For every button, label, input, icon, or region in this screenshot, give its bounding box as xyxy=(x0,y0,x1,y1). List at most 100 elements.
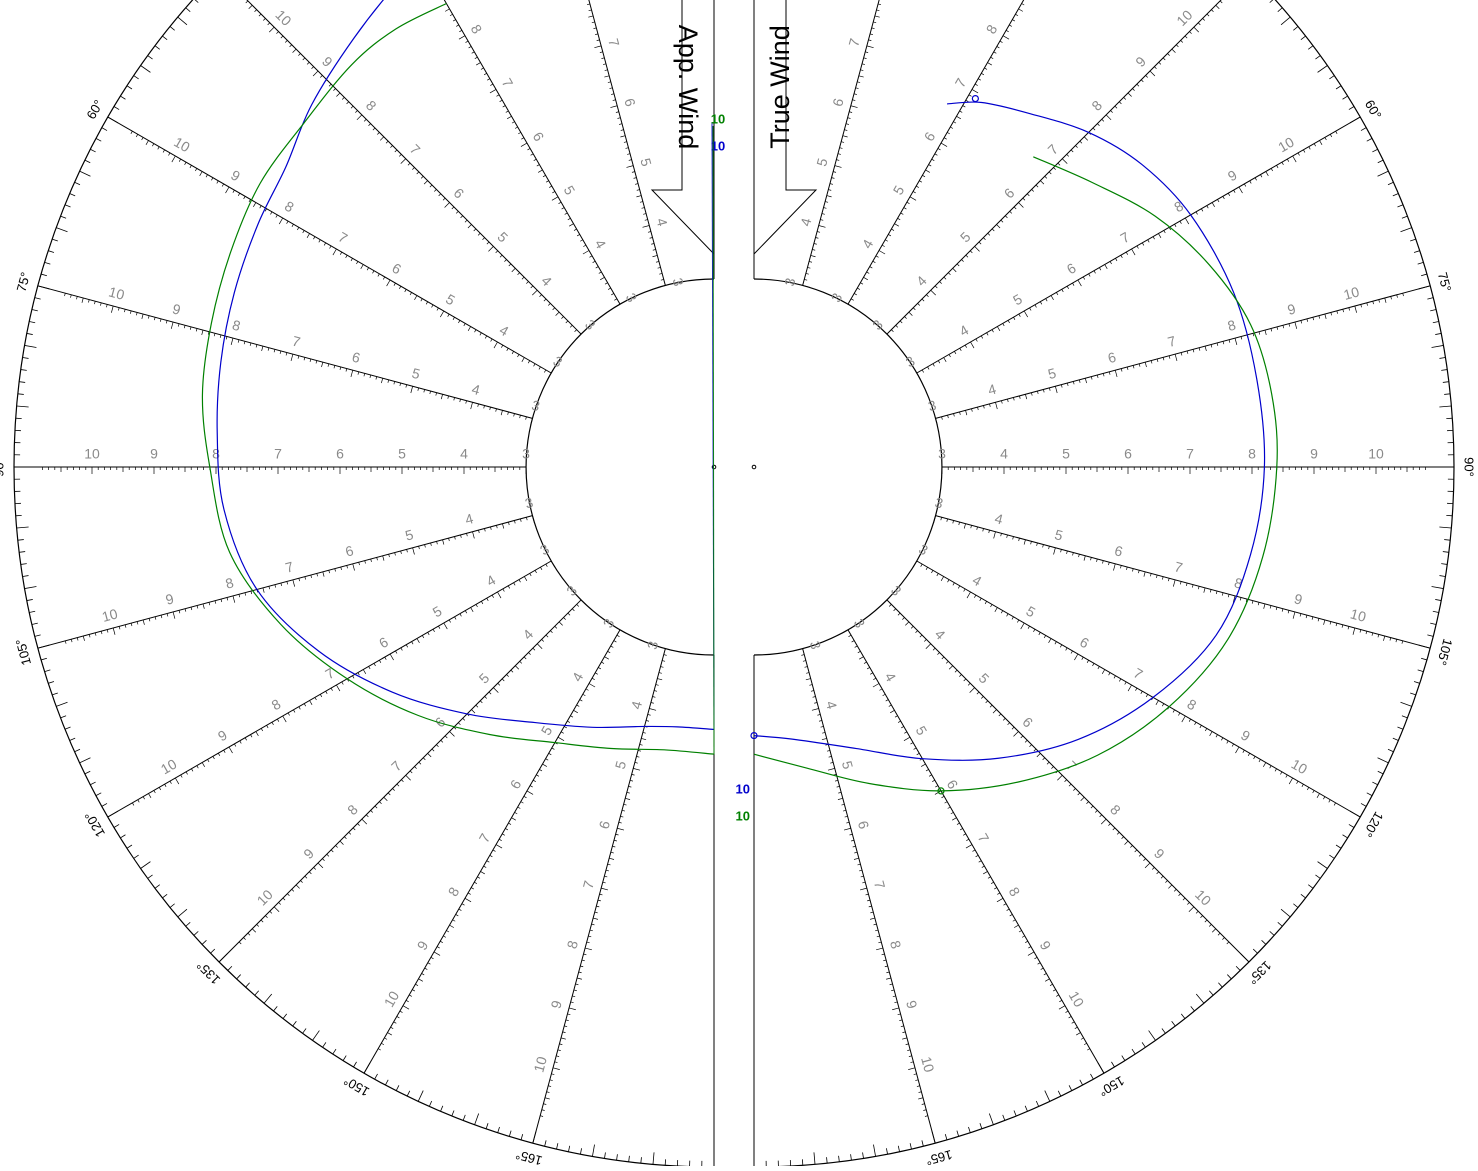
app-wind-speed-tick xyxy=(531,154,534,156)
true-wind-speed-tick xyxy=(1049,546,1050,549)
true-wind-speed-tick xyxy=(860,283,863,285)
app-wind-arc-tick xyxy=(312,1031,319,1041)
true-wind-speed-tick xyxy=(1227,942,1229,944)
app-wind-speed-tick xyxy=(605,70,608,71)
true-wind-speed-tick xyxy=(1283,325,1284,328)
app-wind-speed-tick xyxy=(650,237,653,238)
true-wind-speed-tick xyxy=(819,720,822,721)
app-wind-speed-tick xyxy=(353,676,355,679)
true-wind-angle-label-75: 75° xyxy=(1435,270,1455,293)
true-wind-speed-tick xyxy=(1057,775,1062,780)
app-wind-speed-tick xyxy=(340,252,342,255)
true-wind-speed-tick xyxy=(892,1008,899,1010)
app-wind-speed-tick xyxy=(630,780,633,781)
true-wind-speed-tick xyxy=(844,828,851,830)
true-wind-speed-tick xyxy=(1025,740,1027,742)
true-wind-speed-tick xyxy=(890,710,894,713)
true-wind-speed-tick xyxy=(904,317,906,319)
app-wind-speed-tick xyxy=(590,256,593,258)
app-wind-speed-tick xyxy=(408,163,410,165)
app-wind-speed-tick xyxy=(213,756,215,759)
true-wind-speed-tick xyxy=(801,655,804,656)
true-wind-speed-tick xyxy=(991,882,994,884)
true-wind-speed-tick xyxy=(1035,305,1037,308)
app-wind-arc-tick xyxy=(463,1115,465,1121)
true-wind-speed-tick xyxy=(1108,562,1109,565)
true-wind-speed-tick xyxy=(842,630,848,634)
true-wind-speed-tick xyxy=(1234,190,1236,193)
app-wind-speed-tick xyxy=(558,737,564,741)
true-wind-speed-tick xyxy=(1144,572,1145,577)
true-wind-arc-tick xyxy=(1435,333,1441,334)
app-wind-speed-tick xyxy=(574,229,577,231)
true-wind-speed-tick xyxy=(904,208,907,210)
app-wind-speed-tick xyxy=(553,308,555,310)
true-wind-speed-tick xyxy=(1115,258,1117,261)
app-wind-speed-tick xyxy=(601,58,604,59)
true-wind-speed-tick xyxy=(1153,237,1155,240)
app-wind-arc-tick xyxy=(246,983,250,987)
app-wind-speed-tick xyxy=(168,153,170,156)
app-wind-speed-tick xyxy=(649,708,656,710)
true-wind-speed-tick xyxy=(977,527,978,530)
true-wind-speed-tick xyxy=(1198,586,1199,589)
app-wind-speed-tick xyxy=(76,296,77,299)
true-wind-speed-tick xyxy=(988,877,991,879)
true-wind-arc-tick xyxy=(1441,370,1447,371)
app-wind-speed-tick xyxy=(401,780,403,782)
app-wind-speed-tick xyxy=(288,713,290,716)
app-wind-arc-tick xyxy=(486,1123,488,1129)
app-wind-speed-tick xyxy=(422,635,424,638)
app-wind-speed-tick xyxy=(310,701,313,705)
app-wind-speed-tick xyxy=(468,327,471,331)
true-wind-speed-tick xyxy=(886,978,891,979)
app-wind-speed-tick xyxy=(137,622,138,625)
app-wind-speed-tick xyxy=(215,601,216,604)
true-wind-speed-tick xyxy=(840,148,843,149)
true-wind-speed-tick xyxy=(1007,535,1008,538)
app-wind-speed-tick xyxy=(197,606,198,609)
true-wind-speed-tick xyxy=(880,689,883,691)
true-wind-speed-tick xyxy=(1378,634,1379,637)
true-wind-speed-tick xyxy=(1302,784,1304,787)
app-wind-speed-label: 8 xyxy=(468,22,486,37)
app-wind-speed-tick xyxy=(508,586,510,589)
true-wind-speed-tick xyxy=(1173,710,1175,713)
true-wind-speed-tick xyxy=(1309,147,1311,150)
app-wind-speed-label: 9 xyxy=(164,590,176,608)
app-wind-arc-tick xyxy=(498,1127,500,1133)
app-wind-speed-tick xyxy=(384,1038,387,1040)
app-wind-speed-tick xyxy=(491,339,493,342)
app-wind-speed-tick xyxy=(616,834,619,835)
app-wind-speed-tick xyxy=(543,764,547,767)
true-wind-speed-tick xyxy=(895,716,898,718)
true-wind-speed-tick xyxy=(1324,620,1325,625)
true-wind-arc-tick xyxy=(1378,771,1383,774)
true-wind-speed-tick xyxy=(1041,968,1044,970)
app-wind-speed-tick xyxy=(604,76,609,77)
true-wind-speed-tick xyxy=(1103,373,1104,376)
true-wind-arc-tick xyxy=(1218,983,1222,987)
app-wind-speed-tick xyxy=(511,670,513,672)
true-wind-speed-tick xyxy=(1161,876,1163,878)
true-wind-speed-tick xyxy=(1049,388,1050,391)
true-wind-speed-tick xyxy=(994,52,997,54)
app-wind-speed-tick xyxy=(596,906,599,907)
app-wind-speed-tick xyxy=(501,410,502,415)
app-wind-arc-tick xyxy=(29,321,35,322)
true-wind-speed-label: 4 xyxy=(823,699,841,711)
true-wind-speed-tick xyxy=(873,684,879,688)
true-wind-speed-tick xyxy=(1218,933,1220,935)
true-wind-speed-label: 3 xyxy=(851,616,869,631)
true-wind-speed-tick xyxy=(963,106,966,108)
true-wind-speed-tick xyxy=(1087,1049,1090,1051)
app-wind-speed-tick xyxy=(400,1011,403,1013)
true-wind-speed-label: 9 xyxy=(1151,845,1168,862)
app-wind-speed-tick xyxy=(233,596,235,603)
app-wind-speed-tick xyxy=(526,281,528,283)
app-wind-speed-label: 7 xyxy=(605,37,623,49)
true-wind-speed-tick xyxy=(1080,141,1082,143)
true-wind-speed-tick xyxy=(924,639,926,641)
app-wind-speed-tick xyxy=(538,170,542,173)
app-wind-speed-tick xyxy=(564,617,566,619)
